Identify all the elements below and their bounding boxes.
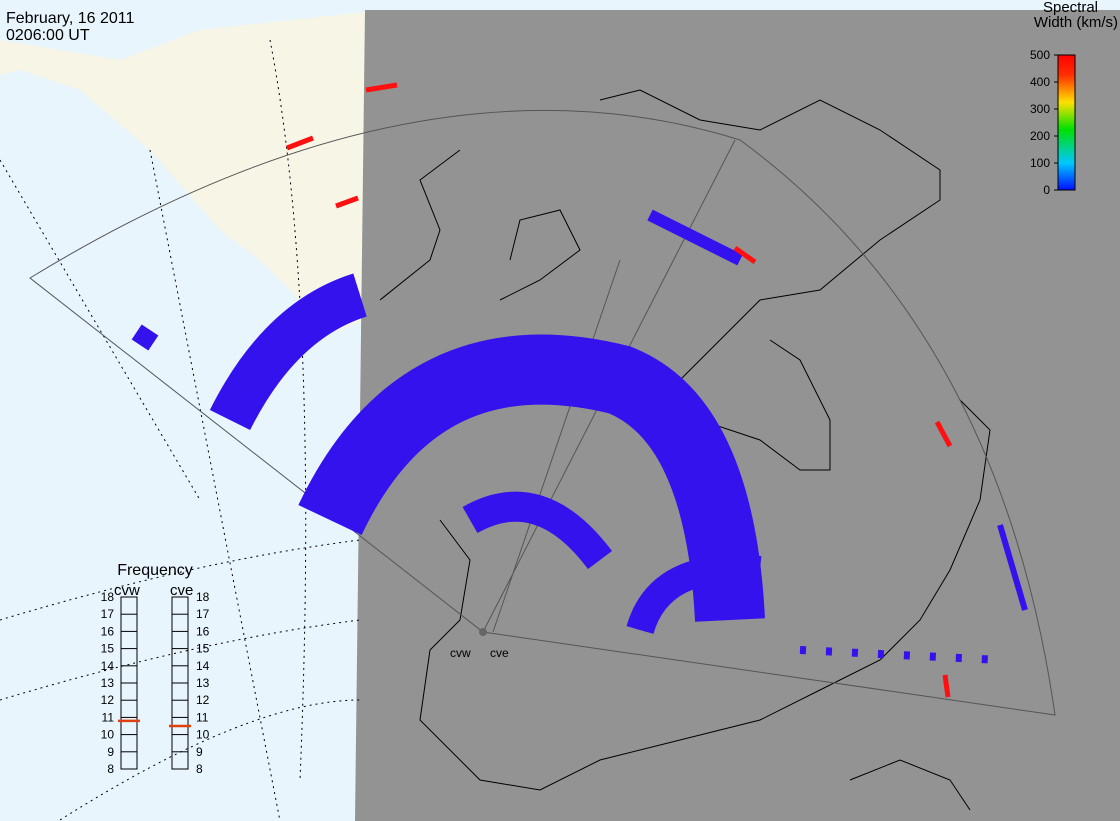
frequency-tick-label: 16 [196, 624, 210, 638]
sunlit-land [0, 12, 365, 330]
frequency-tick-label: 15 [101, 642, 115, 656]
frequency-tick-label: 17 [196, 607, 210, 621]
frequency-title: Frequency [117, 562, 193, 579]
colorbar-tick-label: 200 [1030, 129, 1050, 143]
graticule [0, 39, 361, 821]
frequency-tick-label: 10 [196, 728, 210, 742]
field-of-view [29, 109, 1056, 716]
frequency-tick-label: 8 [196, 762, 203, 776]
time: 0206:00 UT [6, 27, 90, 44]
frequency-tick-label: 11 [102, 710, 115, 724]
frequency-tick-label: 17 [101, 607, 115, 621]
frequency-tick-label: 14 [196, 659, 210, 673]
colorbar-tick-label: 400 [1030, 75, 1050, 89]
frequency-tick-label: 11 [196, 710, 209, 724]
colorbar-title: Spectral [1043, 0, 1098, 16]
coastlines [379, 89, 991, 811]
colorbar-tick-label: 300 [1030, 102, 1050, 116]
colorbar-title: Width (km/s) [1034, 14, 1118, 31]
colorbar-tick-label: 500 [1030, 48, 1050, 62]
frequency-tick-label: 13 [196, 676, 210, 690]
frequency-tick-label: 9 [107, 745, 114, 759]
frequency-tick-label: 12 [101, 693, 115, 707]
frequency-tick-label: 9 [196, 745, 203, 759]
colorbar [1057, 54, 1076, 191]
frequency-tick-label: 16 [101, 624, 115, 638]
colorbar-tick-label: 100 [1030, 156, 1050, 170]
backscatter-cells [131, 209, 1028, 664]
frequency-tick-label: 15 [196, 642, 210, 656]
colorbar-tick-label: 0 [1043, 183, 1050, 197]
frequency-tick-label: 12 [196, 693, 210, 707]
radar-label: cvw [450, 646, 471, 660]
radar-name: cve [170, 582, 193, 599]
high-width-cells [286, 82, 953, 698]
radar-name: cvw [114, 582, 140, 599]
night-region [355, 10, 1120, 821]
frequency-tick-label: 8 [107, 762, 114, 776]
frequency-tick-label: 18 [196, 590, 210, 604]
frequency-tick-label: 10 [101, 728, 115, 742]
frequency-tick-label: 14 [101, 659, 115, 673]
radar-site [479, 628, 487, 636]
radar-label: cve [490, 646, 509, 660]
date: February, 16 2011 [6, 10, 134, 27]
frequency-tick-label: 13 [101, 676, 115, 690]
frequency-tick-label: 18 [101, 590, 115, 604]
